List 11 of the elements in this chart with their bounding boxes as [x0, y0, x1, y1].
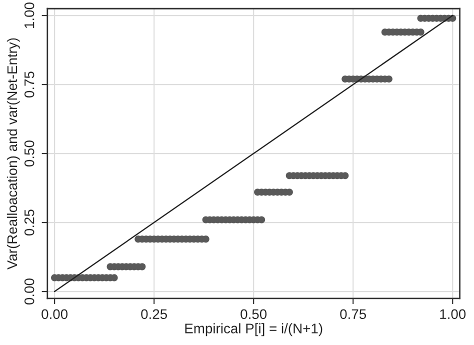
x-tick-label: 0.00	[42, 309, 68, 320]
y-tick-label: 0.75	[24, 72, 34, 98]
y-axis-title: Var(Realloacation) and var(Net-Entry)	[6, 38, 20, 270]
x-tick-label: 0.75	[340, 309, 366, 320]
x-tick-label: 1.00	[440, 309, 466, 320]
x-tick-label: 0.50	[240, 309, 267, 320]
y-tick-label: 1.00	[24, 2, 34, 28]
y-tick-label: 0.50	[24, 140, 34, 166]
y-tick-label: 0.25	[24, 210, 34, 236]
x-tick-label: 0.25	[141, 309, 168, 320]
x-axis-title: Empirical P[i] = i/(N+1)	[185, 323, 322, 336]
